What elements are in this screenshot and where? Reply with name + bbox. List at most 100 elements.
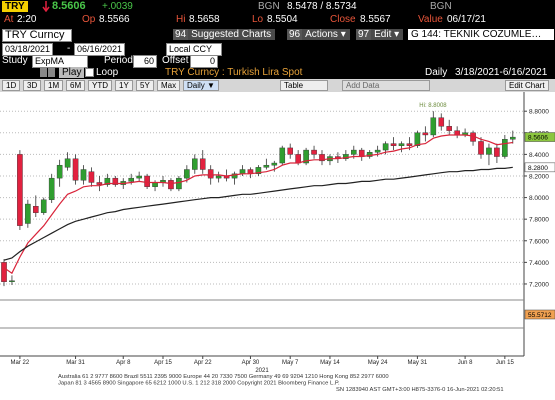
- candle-body: [136, 175, 142, 179]
- candle-body: [231, 173, 238, 179]
- bid-source: BGN: [258, 1, 280, 12]
- menu-number: 96: [287, 29, 303, 40]
- edit-chart[interactable]: Edit Chart: [505, 80, 549, 91]
- date-sep: -: [67, 43, 71, 54]
- period-button[interactable]: 3D: [23, 80, 42, 91]
- period-button[interactable]: 1Y: [115, 80, 133, 91]
- y-tick-label: 7.4000: [529, 260, 549, 267]
- last-price-box: [524, 132, 555, 142]
- candle-body: [438, 117, 445, 127]
- x-year-label: 2021: [255, 368, 269, 374]
- change: +.0039: [102, 1, 133, 12]
- last-price: 8.5606: [52, 0, 86, 12]
- quote-label: At: [4, 14, 14, 25]
- y-tick-label: 8.8000: [529, 109, 549, 116]
- start-date[interactable]: 03/18/2021: [2, 43, 54, 56]
- quote-label: Close: [330, 14, 356, 25]
- menu-number: 94: [173, 29, 189, 40]
- play-icons[interactable]: [40, 67, 56, 77]
- candle-body: [414, 132, 421, 146]
- candle-body: [112, 177, 119, 185]
- template[interactable]: G 144: TEKNIK COZUMLE…: [408, 29, 554, 40]
- footer-line: SN 1283940 AST GMT+3:00 H875-3376-0 16-J…: [336, 387, 504, 393]
- quote-label: Lo: [252, 14, 264, 25]
- last-price-box: [524, 162, 555, 173]
- candle-body: [207, 169, 214, 179]
- end-date[interactable]: 06/16/2021: [74, 43, 126, 56]
- candle-body: [446, 126, 453, 131]
- candle-body: [303, 149, 309, 164]
- quote-value: 06/17/21: [447, 14, 486, 25]
- candle-body: [1, 262, 7, 283]
- frequency-dropdown[interactable]: Daily ▼: [183, 80, 219, 91]
- y-tick-label: 7.8000: [529, 217, 549, 224]
- quote-value: 8.5566: [99, 14, 130, 25]
- quote-label: Hi: [176, 14, 186, 25]
- ticker[interactable]: TRY: [2, 1, 28, 12]
- menu-button[interactable]: 97 Edit ▾: [356, 29, 404, 40]
- period-button[interactable]: 1M: [44, 80, 64, 91]
- candle-body: [390, 143, 397, 146]
- candle-body: [255, 167, 262, 175]
- period-button[interactable]: Max: [157, 80, 181, 91]
- candle-body: [33, 206, 39, 213]
- period-button[interactable]: 1D: [2, 80, 21, 91]
- table-button[interactable]: Table: [280, 80, 328, 91]
- quote-label: Value: [418, 14, 443, 25]
- security-field[interactable]: TRY Curncy: [2, 29, 72, 42]
- candle-body: [422, 132, 429, 136]
- candle-body: [25, 203, 31, 224]
- candle-body: [72, 158, 79, 181]
- candle-body: [398, 143, 405, 146]
- candle-body: [271, 162, 278, 166]
- add-data[interactable]: Add Data: [342, 80, 430, 91]
- candle-body: [40, 199, 47, 213]
- candle-body: [374, 149, 381, 153]
- chart: 7.2000 7.4000 7.6000 7.8000 8.0000 8.2000 8.40…: [0, 92, 555, 400]
- quote-label: Op: [82, 14, 96, 25]
- quote-value: 2:20: [17, 14, 37, 25]
- plot-background: [0, 92, 555, 400]
- loop-label: Loop: [96, 67, 119, 78]
- play-button[interactable]: Play: [59, 67, 85, 78]
- x-tick-label: Jun 15: [496, 360, 515, 366]
- period[interactable]: 60: [133, 55, 157, 68]
- candle-body: [96, 182, 103, 185]
- period-label: Period: [104, 55, 133, 66]
- menu-label: Suggested Charts: [191, 29, 272, 40]
- y-tick-label: 7.6000: [529, 238, 549, 245]
- x-tick-label: Apr 30: [242, 360, 260, 366]
- candle-body: [80, 169, 87, 181]
- x-tick-label: Mar 31: [66, 360, 85, 366]
- x-tick-label: May 7: [282, 360, 299, 366]
- panel-label: 55.5712: [528, 312, 552, 319]
- quote-value: 8.5658: [189, 14, 220, 25]
- candle-body: [128, 177, 135, 182]
- candle-body: [343, 154, 349, 159]
- offset[interactable]: 0: [190, 55, 218, 68]
- loop-checkbox[interactable]: [85, 68, 94, 77]
- last-price-label: 8.5606: [528, 135, 548, 142]
- candle-body: [454, 130, 460, 136]
- menu-button[interactable]: 94 Suggested Charts: [173, 29, 276, 40]
- quote-value: 8.5504: [267, 14, 298, 25]
- footer-line: Australia 61 2 9777 8600 Brazil 5511 239…: [58, 374, 389, 380]
- candle-body: [17, 154, 23, 226]
- candle-body: [56, 164, 63, 179]
- candle-body: [478, 141, 484, 155]
- candle-body: [351, 149, 357, 155]
- candle-body: [263, 164, 270, 168]
- period-button[interactable]: YTD: [88, 80, 112, 91]
- x-tick-label: May 24: [368, 360, 388, 366]
- x-tick-label: Apr 8: [116, 360, 131, 366]
- frequency-label: Daily: [425, 67, 448, 78]
- footer-line: Japan 81 3 4565 8900 Singapore 65 6212 1…: [58, 381, 340, 387]
- menu-button[interactable]: 96 Actions ▾: [287, 29, 350, 40]
- period-button[interactable]: 5Y: [136, 80, 154, 91]
- quote-value: 8.5567: [360, 14, 391, 25]
- candle-body: [366, 152, 373, 157]
- candle-body: [215, 175, 222, 179]
- moving-average: [3, 166, 513, 261]
- y-tick-label: 7.2000: [529, 281, 549, 288]
- period-button[interactable]: 6M: [66, 80, 86, 91]
